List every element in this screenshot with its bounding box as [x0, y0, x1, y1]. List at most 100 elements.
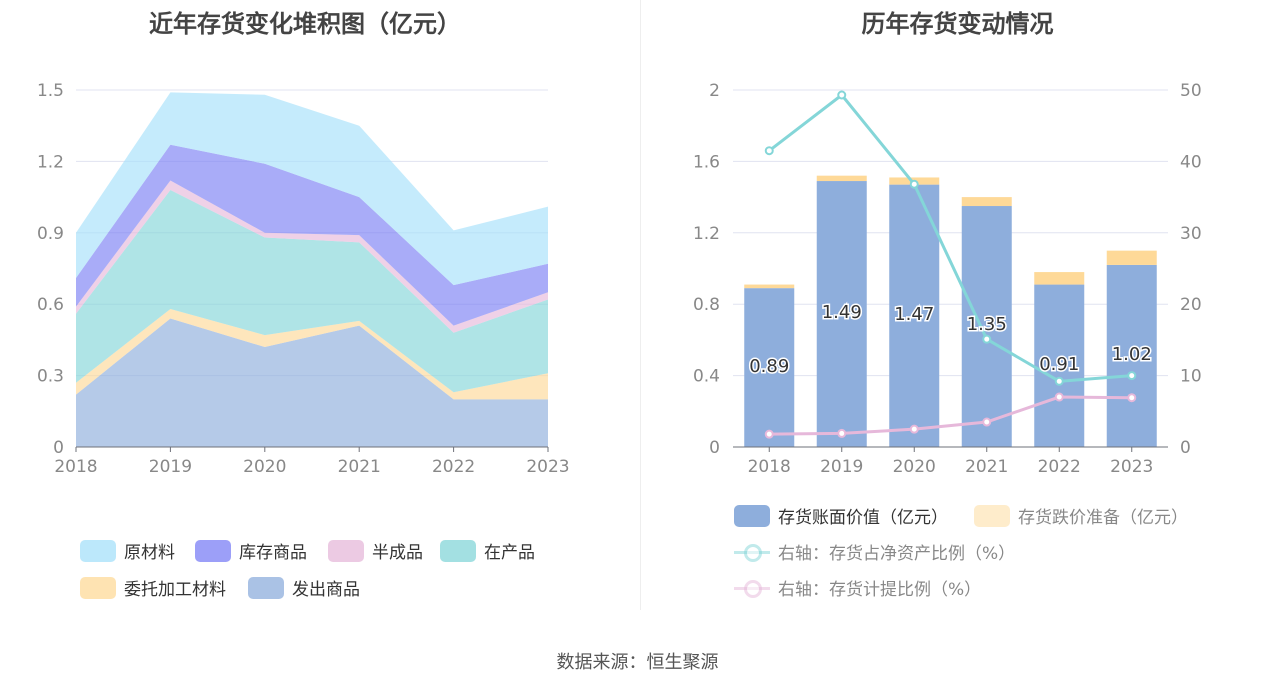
legend-label: 库存商品 [239, 543, 307, 563]
y2-tick-label: 0 [1180, 438, 1191, 458]
legend-item[interactable]: 库存商品 [195, 538, 307, 563]
bar-存货跌价准备（亿元） [816, 175, 867, 182]
bar-存货跌价准备（亿元） [961, 197, 1012, 207]
bar-value-label: 1.49 [822, 302, 862, 323]
area-原材料 [76, 92, 548, 286]
line-右轴：存货计提比例（%） [769, 395, 1132, 436]
bar-存货跌价准备（亿元） [1034, 272, 1085, 285]
bar-value-label: 0.91 [1039, 354, 1079, 375]
divider [640, 0, 641, 610]
legend-item[interactable]: 在产品 [440, 538, 535, 563]
legend-label: 在产品 [484, 543, 535, 563]
legend-label: 委托加工材料 [124, 580, 226, 600]
y-tick-label: 1.6 [693, 152, 720, 172]
y-tick-label: 0.3 [37, 367, 64, 387]
bar-存货账面价值（亿元） [1034, 284, 1085, 447]
x-tick-label: 2022 [432, 457, 475, 477]
legend-swatch [734, 504, 770, 527]
x-tick-label: 2018 [54, 457, 97, 477]
bar-存货账面价值（亿元） [889, 184, 940, 448]
x-tick-label: 2023 [1110, 457, 1153, 477]
x-tick-label: 2019 [820, 457, 863, 477]
x-tick-label: 2021 [338, 457, 381, 477]
bar-存货账面价值（亿元） [816, 181, 867, 447]
x-tick-label: 2020 [893, 457, 936, 477]
legend-swatch [195, 539, 231, 562]
right-chart-title: 历年存货变动情况 [861, 10, 1054, 38]
area-发出商品 [76, 318, 548, 447]
y2-tick-label: 10 [1180, 367, 1202, 387]
x-tick-label: 2018 [748, 457, 791, 477]
y2-tick-label: 30 [1180, 224, 1202, 244]
line-point [1127, 371, 1137, 381]
legend-label: 右轴：存货计提比例（%） [778, 580, 982, 600]
y2-tick-label: 50 [1180, 81, 1202, 101]
line-point [1054, 392, 1064, 402]
data-source: 数据来源：恒生聚源 [556, 652, 719, 673]
legend-swatch [248, 576, 284, 599]
y-tick-label: 0.6 [37, 295, 64, 315]
y-tick-label: 1.2 [37, 152, 64, 172]
y2-tick-label: 40 [1180, 152, 1202, 172]
bar-value-label: 1.35 [967, 314, 1007, 335]
y-tick-label: 0.8 [693, 295, 720, 315]
bar-value-label: 1.47 [894, 304, 934, 325]
y2-tick-label: 20 [1180, 295, 1202, 315]
y-tick-label: 1.5 [37, 81, 64, 101]
line-point [982, 334, 992, 344]
legend-label: 存货跌价准备（亿元） [1018, 508, 1188, 528]
line-右轴：存货占净资产比例（%） [768, 92, 1132, 383]
y-tick-label: 0 [53, 438, 64, 458]
x-tick-label: 2019 [149, 457, 192, 477]
y-tick-label: 0 [709, 438, 720, 458]
bar-value-label: 0.89 [749, 356, 789, 377]
legend-swatch [328, 539, 364, 562]
bar-存货跌价准备（亿元） [1106, 250, 1157, 265]
bar-存货账面价值（亿元） [744, 288, 795, 447]
bar-存货跌价准备（亿元） [744, 284, 795, 289]
x-tick-label: 2020 [243, 457, 286, 477]
y-tick-label: 1.2 [693, 224, 720, 244]
legend-swatch [80, 576, 116, 599]
y-tick-label: 2 [709, 81, 720, 101]
line-point [1054, 376, 1064, 386]
line-point [909, 424, 919, 434]
legend-item[interactable]: 半成品 [328, 538, 423, 563]
line-point [837, 428, 847, 438]
legend-item[interactable]: 右轴：存货计提比例（%） [734, 575, 981, 600]
legend-line-icon [734, 541, 770, 563]
legend-item[interactable]: 存货账面价值（亿元） [734, 503, 948, 528]
legend-swatch [440, 539, 476, 562]
left-chart-title: 近年存货变化堆积图（亿元） [149, 10, 461, 38]
legend-label: 右轴：存货占净资产比例（%） [778, 544, 1016, 564]
y-tick-label: 0.9 [37, 224, 64, 244]
area-在产品 [76, 189, 548, 393]
line-point [909, 179, 919, 189]
legend-item[interactable]: 发出商品 [248, 575, 360, 600]
legend-label: 发出商品 [292, 580, 360, 600]
legend-item[interactable]: 委托加工材料 [80, 575, 226, 600]
legend-item[interactable]: 右轴：存货占净资产比例（%） [734, 539, 1015, 564]
legend-swatch [974, 504, 1010, 527]
x-tick-label: 2023 [526, 457, 569, 477]
x-tick-label: 2022 [1038, 457, 1081, 477]
legend-item[interactable]: 原材料 [80, 538, 175, 563]
bar-存货账面价值（亿元） [1106, 264, 1157, 447]
line-point [764, 429, 774, 439]
bar-value-label: 1.02 [1112, 344, 1152, 365]
legend-item[interactable]: 存货跌价准备（亿元） [974, 503, 1188, 528]
line-point [982, 417, 992, 427]
line-point [764, 146, 774, 156]
legend-label: 原材料 [124, 543, 175, 563]
x-tick-label: 2021 [965, 457, 1008, 477]
y-tick-label: 0.4 [693, 367, 720, 387]
area-库存商品 [76, 144, 548, 326]
legend-label: 存货账面价值（亿元） [778, 508, 948, 528]
bar-存货账面价值（亿元） [961, 206, 1012, 447]
legend-label: 半成品 [372, 543, 423, 563]
area-委托加工材料 [76, 308, 548, 400]
line-point [837, 90, 847, 100]
legend-line-icon [734, 577, 770, 599]
legend-swatch [80, 539, 116, 562]
